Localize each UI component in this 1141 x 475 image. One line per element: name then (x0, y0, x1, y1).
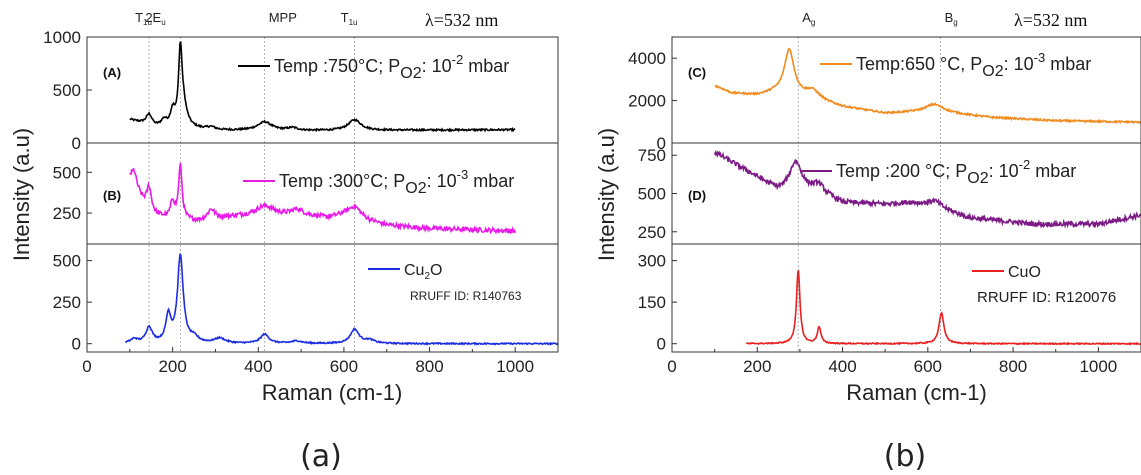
x-axis-label: Raman (cm-1) (262, 380, 403, 405)
panel-C: 0 2000 4000 (C) Temp:650 °C, PO2: 10-3 mbar (628, 47, 1141, 153)
y-tick-label: 0 (657, 335, 666, 354)
legend-label: Cu2O (404, 262, 442, 282)
x-tick-label: 1000 (1079, 357, 1117, 376)
panel-tag: (A) (103, 65, 121, 80)
y-tick-label: 300 (638, 252, 666, 271)
y-tick-label: 0 (72, 335, 81, 354)
x-tick-label: 200 (743, 357, 771, 376)
peak-marker-label: MPP (269, 10, 297, 25)
y-tick-label: 0 (657, 134, 666, 153)
peak-marker-label: Ag (802, 10, 815, 27)
y-tick-label: 500 (53, 81, 81, 100)
y-tick-label: 250 (53, 293, 81, 312)
y-axis-label: Intensity (a.u) (594, 128, 619, 261)
x-axis-label: Raman (cm-1) (846, 380, 987, 405)
panel-tag: (D) (688, 188, 706, 203)
y-tick-label: 0 (72, 134, 81, 153)
legend-label: CuO (1008, 264, 1041, 281)
y-tick-label: 500 (638, 185, 666, 204)
x-tick-label: 600 (914, 357, 942, 376)
y-tick-label: 4000 (628, 49, 666, 68)
legend-label: Temp:650 °C, PO2: 10-3 mbar (856, 50, 1091, 80)
rruff-id-label: RRUFF ID: R140763 (410, 289, 522, 303)
peak-marker-label: 2Eu (145, 10, 165, 27)
panel-reference: 0 250 500 Cu2O RRUFF ID: R140763 (53, 252, 558, 354)
figure-caption: (b) (884, 439, 926, 474)
peak-marker-label: Bg (945, 10, 958, 27)
peak-marker-label: T1u (135, 10, 152, 27)
panel-tag: (C) (688, 65, 706, 80)
y-tick-label: 1000 (43, 28, 81, 47)
panel-B: 250 500 (B) Temp :300°C; PO2: 10-3 mbar (53, 162, 558, 245)
spectrum-line (129, 162, 516, 235)
panel-A: 0 500 1000 (A) Temp :750°C; PO2: 10-2 mbar (43, 28, 558, 153)
x-tick-label: 400 (244, 357, 272, 376)
rruff-id-label: RRUFF ID: R120076 (977, 289, 1116, 306)
y-tick-label: 2000 (628, 92, 666, 111)
figure-caption: (a) (300, 439, 342, 474)
legend-label: Temp :300°C; PO2: 10-3 mbar (279, 167, 514, 197)
spectrum-line (124, 253, 558, 346)
panel-reference: 0 150 300 CuO RRUFF ID: R120076 (638, 252, 1141, 354)
plot-frame (671, 36, 1141, 353)
x-tick-label: 400 (828, 357, 856, 376)
peak-marker-label: T1u (341, 10, 358, 27)
y-tick-label: 500 (53, 252, 81, 271)
x-tick-label: 0 (667, 357, 676, 376)
spectrum-line (129, 41, 516, 133)
spectrum-line (713, 149, 1141, 229)
wavelength-label: λ=532 nm (425, 10, 498, 30)
y-tick-label: 150 (638, 293, 666, 312)
x-tick-label: 1000 (496, 357, 534, 376)
legend-label: Temp :750°C; PO2: 10-2 mbar (274, 52, 509, 82)
spectrum-line (714, 47, 1141, 125)
x-tick-label: 800 (415, 357, 443, 376)
x-tick-label: 0 (82, 357, 91, 376)
y-tick-label: 750 (638, 146, 666, 165)
y-tick-label: 250 (638, 223, 666, 242)
plot-frame (86, 36, 559, 353)
y-tick-label: 500 (53, 163, 81, 182)
legend-label: Temp :200 °C; PO2: 10-2 mbar (836, 157, 1076, 187)
panel-D: 250 500 750 (D) Temp :200 °C; PO2: 10-2 mbar (638, 146, 1141, 245)
x-tick-label: 800 (999, 357, 1027, 376)
spectrum-line (745, 270, 1141, 346)
x-tick-label: 200 (158, 357, 186, 376)
x-tick-label: 600 (330, 357, 358, 376)
wavelength-label: λ=532 nm (1014, 10, 1087, 30)
panel-tag: (B) (103, 188, 121, 203)
y-axis-label: Intensity (a.u) (9, 128, 34, 261)
y-tick-label: 250 (53, 204, 81, 223)
